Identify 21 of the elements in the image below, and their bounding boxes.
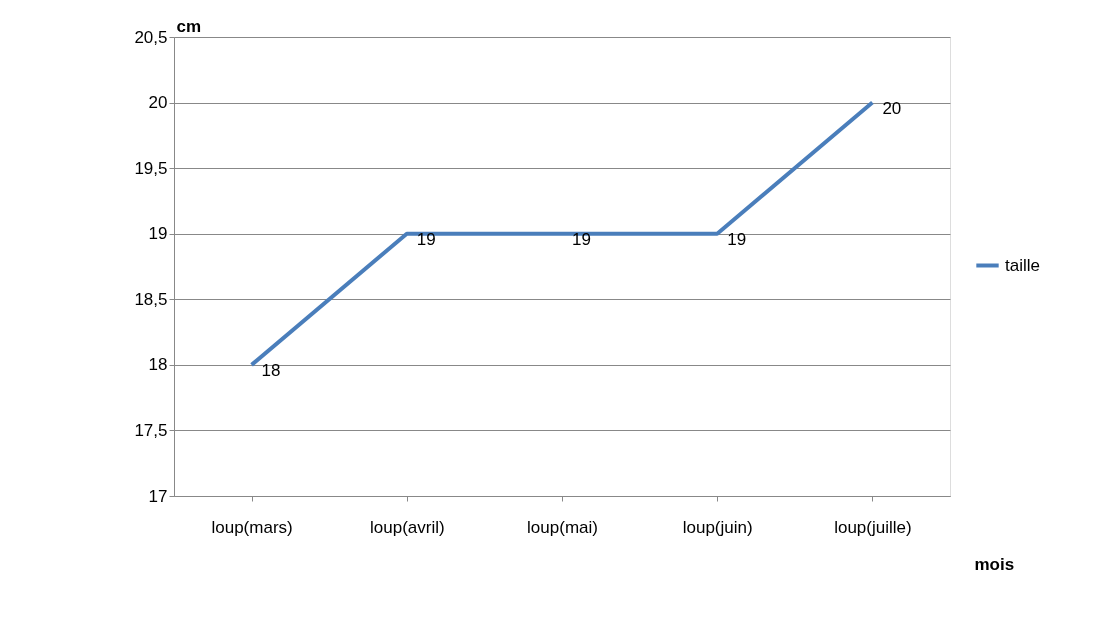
data-label: 19 xyxy=(572,229,591,249)
y-tick-label: 20 xyxy=(148,93,168,113)
y-tick-label: 18 xyxy=(148,355,168,375)
x-axis-title: mois xyxy=(974,554,1015,574)
y-tick-label: 17,5 xyxy=(134,420,168,440)
data-label: 18 xyxy=(261,360,281,380)
y-axis-title: cm xyxy=(176,16,202,36)
legend-label: taille xyxy=(1005,255,1040,275)
x-tick-label: loup(avril) xyxy=(369,517,445,537)
y-tick-label: 19,5 xyxy=(134,158,168,178)
y-tick-label: 17 xyxy=(148,486,168,506)
x-tick-label: loup(mai) xyxy=(527,517,598,537)
data-label: 19 xyxy=(727,229,747,249)
data-label: 19 xyxy=(416,229,436,249)
y-tick-label: 19 xyxy=(148,224,168,244)
data-label: 20 xyxy=(882,98,902,118)
y-tick-label: 18,5 xyxy=(134,289,168,309)
x-tick-label: loup(mars) xyxy=(211,517,293,537)
y-tick-label: 20,5 xyxy=(134,27,168,47)
x-tick-label: loup(juin) xyxy=(682,517,753,537)
x-tick-label: loup(juille) xyxy=(834,517,912,537)
